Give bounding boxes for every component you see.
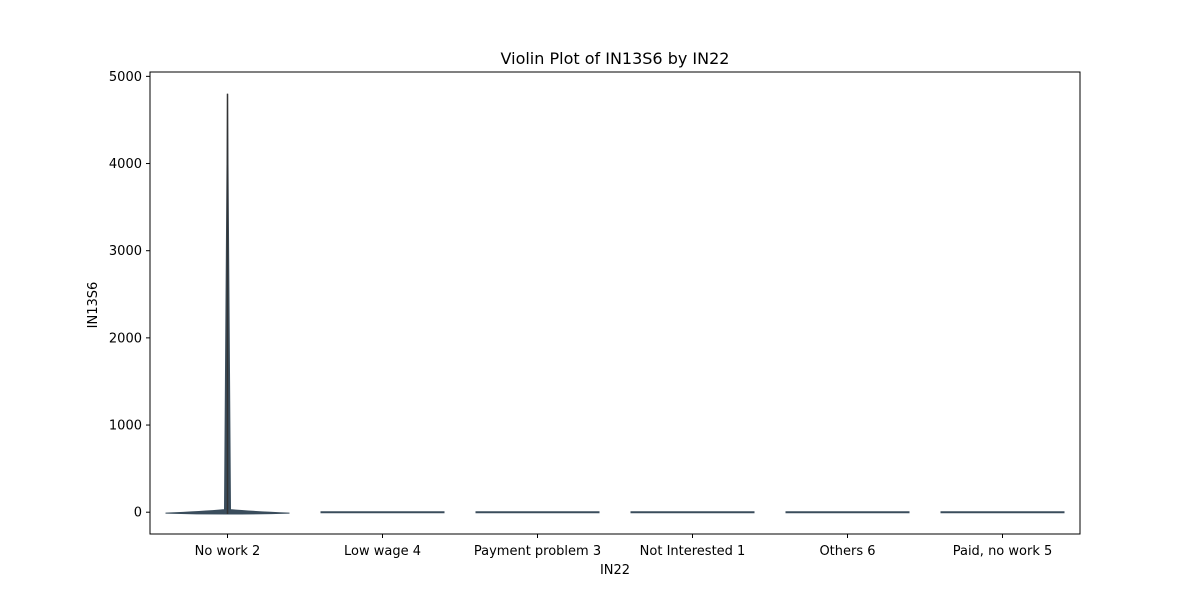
x-tick-label: Paid, no work 5 bbox=[953, 544, 1053, 559]
plot-frame bbox=[149, 71, 1081, 535]
x-tick-label: Others 6 bbox=[819, 544, 875, 559]
y-tick-label: 5000 bbox=[109, 70, 142, 85]
violin-1 bbox=[165, 93, 290, 515]
x-tick-label: Low wage 4 bbox=[344, 544, 421, 559]
x-tick-label: Not Interested 1 bbox=[640, 544, 746, 559]
y-tick-label: 0 bbox=[134, 506, 142, 521]
x-tick-label: Payment problem 3 bbox=[474, 544, 601, 559]
chart-title: Violin Plot of IN13S6 by IN22 bbox=[501, 49, 730, 68]
y-axis: 0 1000 2000 3000 4000 5000 bbox=[109, 70, 150, 521]
y-axis-label: IN13S6 bbox=[86, 282, 101, 329]
x-axis-label: IN22 bbox=[600, 563, 630, 578]
y-tick-label: 1000 bbox=[109, 419, 142, 434]
x-tick-label: No work 2 bbox=[195, 544, 261, 559]
y-tick-label: 2000 bbox=[109, 331, 142, 346]
y-tick-label: 4000 bbox=[109, 157, 142, 172]
y-tick-label: 3000 bbox=[109, 244, 142, 259]
plot-area bbox=[165, 93, 1065, 515]
x-axis: No work 2 Low wage 4 Payment problem 3 Not … bbox=[195, 534, 1053, 559]
